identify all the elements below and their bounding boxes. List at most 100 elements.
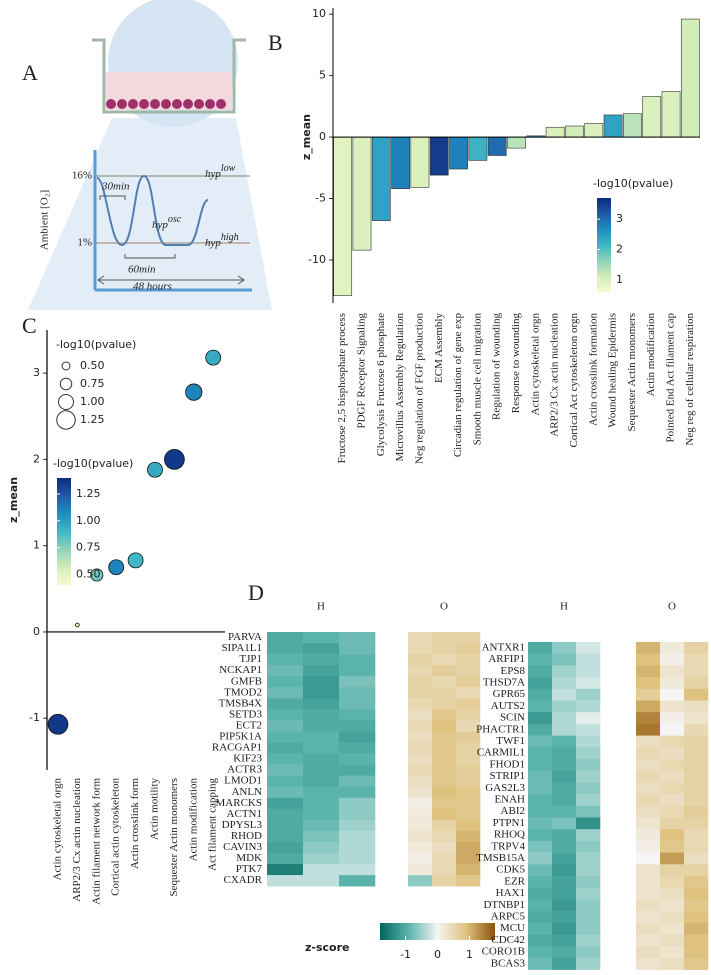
heat-cell <box>636 817 661 830</box>
panel-letter: D <box>248 580 264 605</box>
heat-cell <box>528 911 553 924</box>
heat-cell <box>432 687 457 699</box>
heat-cell <box>267 742 304 754</box>
colorbar <box>380 923 495 940</box>
heat-cell <box>660 794 685 807</box>
row-label: SCIN <box>500 712 525 724</box>
heat-cell <box>303 819 340 832</box>
x-tick-label: Response to wounding <box>510 313 522 414</box>
row-label: TJP1 <box>239 653 262 665</box>
heat-cell <box>528 723 553 736</box>
heat-cell <box>339 698 376 710</box>
heat-cell <box>528 887 553 900</box>
heat-cell <box>339 676 376 688</box>
heat-cell <box>303 632 340 644</box>
heat-cell <box>576 899 601 912</box>
bar <box>391 136 410 189</box>
size-legend-label: 1.00 <box>80 395 105 408</box>
heat-cell <box>660 700 685 713</box>
heat-cell <box>267 654 304 666</box>
x-tick-label: Smooth muscle cell migration <box>471 313 483 446</box>
row-label: STRIP1 <box>490 770 525 782</box>
heat-cell <box>408 687 433 699</box>
heat-cell <box>267 753 304 765</box>
heat-cell <box>684 829 709 842</box>
heat-cell <box>339 830 376 843</box>
row-label: RHOQ <box>494 829 525 841</box>
heat-cell <box>684 794 709 807</box>
bar <box>545 126 565 138</box>
panel-letter: A <box>22 60 38 85</box>
heat-cell <box>576 770 601 783</box>
colorbar-tick-label: 0 <box>434 948 441 961</box>
row-label: SETD3 <box>229 708 263 720</box>
heat-cell <box>576 712 601 725</box>
heat-cell <box>576 852 601 865</box>
heat-cell <box>432 720 457 732</box>
heat-cell <box>303 853 340 865</box>
heat-cell <box>339 875 376 887</box>
heat-cell <box>528 817 553 830</box>
heat-cell <box>303 764 340 776</box>
heat-cell <box>684 876 709 888</box>
heat-cell <box>267 632 304 644</box>
heat-cell <box>660 665 685 678</box>
heat-cell <box>528 782 553 795</box>
heat-cell <box>528 688 553 701</box>
row-label: GAS2L3 <box>485 782 525 794</box>
row-label: GPR65 <box>493 688 526 700</box>
x-tick-label: Actin crosslink formation <box>587 313 599 427</box>
heat-cell <box>339 841 376 854</box>
y-tick-label: 3 <box>33 366 40 379</box>
heat-cell <box>339 786 376 799</box>
heat-cell <box>552 688 577 701</box>
heat-cell <box>456 808 481 821</box>
colorbar-tick-label: 1.25 <box>76 487 101 500</box>
bar <box>642 96 662 138</box>
heat-cell <box>684 653 709 666</box>
x-tick-label: Actin filament network form <box>90 778 102 905</box>
heat-cell <box>552 700 577 713</box>
row-label: TMOD2 <box>224 686 262 698</box>
row-label: ECT2 <box>236 719 262 731</box>
row-label: TMSB4X <box>219 697 262 709</box>
heat-cell <box>456 709 481 721</box>
row-label: CAVIN3 <box>223 841 262 853</box>
bubble <box>90 568 104 582</box>
row-label: MDK <box>236 852 262 864</box>
heat-cell <box>267 676 304 688</box>
heat-cell <box>432 709 457 721</box>
row-label: SIPA1L1 <box>221 642 262 654</box>
heat-cell <box>660 911 685 924</box>
row-label: RHOD <box>231 830 262 842</box>
heat-cell <box>636 759 661 771</box>
colorbar-tick-label: 0.75 <box>76 541 101 554</box>
heat-cell <box>432 875 457 887</box>
colorbar-tick-label: 1 <box>466 948 473 961</box>
heat-cell <box>576 887 601 900</box>
x-tick-label: Glycolysis Fructose 6 phosphate <box>375 313 387 456</box>
heat-cell <box>636 840 661 853</box>
heat-cell <box>552 934 577 947</box>
heat-cell <box>636 665 661 678</box>
size-legend-mark <box>59 377 73 391</box>
row-label: PHACTR1 <box>476 723 525 735</box>
colorbar-tick-label: 1.00 <box>76 514 101 527</box>
heat-cell <box>267 731 304 743</box>
y-axis-label: z_mean <box>7 477 20 523</box>
bubble <box>75 622 80 628</box>
heat-cell <box>408 819 433 832</box>
arrow-heads <box>97 275 245 285</box>
heat-cell <box>576 677 601 690</box>
heat-cell <box>528 829 553 842</box>
colorbar-title: z-score <box>305 941 349 954</box>
curve-sup: osc <box>168 214 182 225</box>
heat-cell <box>660 817 685 830</box>
heat-cell <box>408 841 433 854</box>
curve-base: hyp <box>205 168 221 180</box>
row-label: TWF1 <box>496 735 525 747</box>
heat-cell <box>636 688 661 701</box>
bar <box>371 136 391 221</box>
x-tick-label: Fructose 2,5 bisphosphate process <box>336 313 348 463</box>
row-label: DPYSL3 <box>222 819 263 831</box>
